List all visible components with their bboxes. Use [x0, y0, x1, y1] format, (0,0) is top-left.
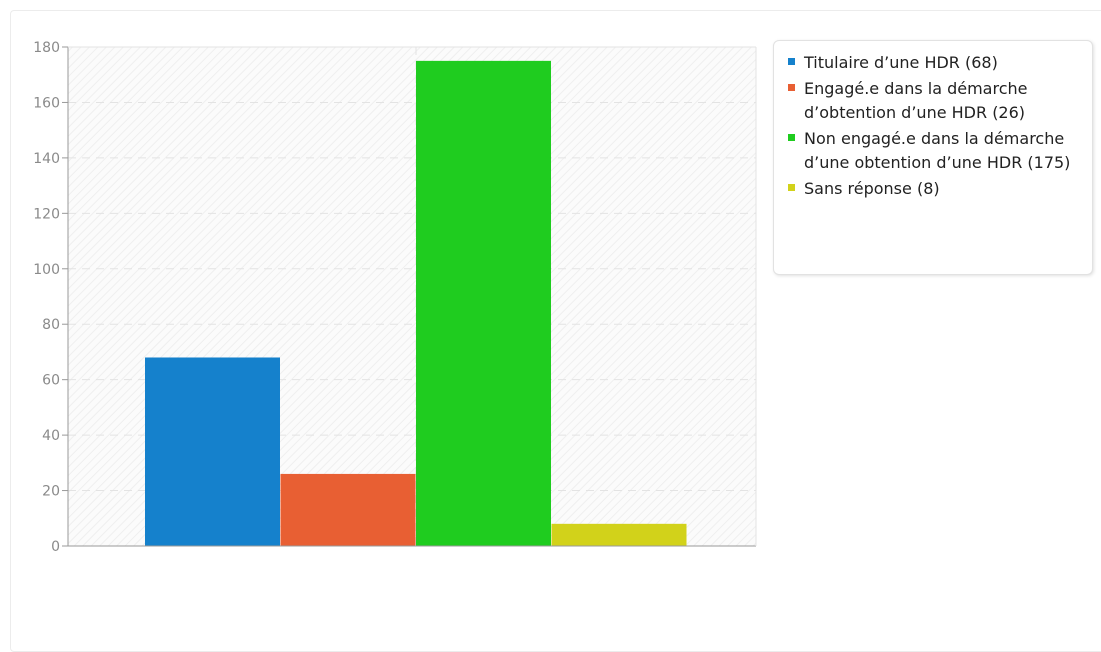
legend-item-sans-reponse[interactable]: Sans réponse (8) — [786, 177, 1084, 201]
y-tick-label: 60 — [42, 373, 60, 389]
axes — [67, 46, 757, 547]
y-tick-label: 20 — [42, 484, 60, 500]
bar[interactable] — [416, 60, 551, 546]
y-tick-label: 100 — [33, 262, 60, 278]
y-tick-label: 160 — [33, 95, 60, 111]
y-tick-label: 180 — [33, 40, 60, 56]
legend-swatch-icon — [788, 134, 795, 141]
legend-item-non-engage[interactable]: Non engagé.e dans la démarche d’une obte… — [786, 127, 1084, 175]
bar[interactable] — [551, 523, 687, 546]
y-tick-label: 0 — [51, 539, 60, 555]
y-tick-label: 120 — [33, 206, 60, 222]
legend-swatch-icon — [788, 58, 795, 65]
bar[interactable] — [145, 357, 280, 546]
legend-swatch-icon — [788, 184, 795, 191]
bar[interactable] — [280, 473, 416, 546]
y-tick-label: 140 — [33, 151, 60, 167]
legend-item-engage[interactable]: Engagé.e dans la démarche d’obtention d’… — [786, 77, 1084, 125]
y-tick-label: 80 — [42, 317, 60, 333]
bars — [145, 60, 687, 546]
y-tick-label: 40 — [42, 428, 60, 444]
legend: Titulaire d’une HDR (68) Engagé.e dans l… — [773, 40, 1093, 275]
bar-chart: 0 20 40 60 80 100 120 140 160 180 — [33, 40, 757, 555]
legend-item-titulaire[interactable]: Titulaire d’une HDR (68) — [786, 51, 1084, 75]
legend-swatch-icon — [788, 84, 795, 91]
legend-label: Engagé.e dans la démarche d’obtention d’… — [804, 79, 1028, 122]
legend-label: Sans réponse (8) — [804, 179, 940, 198]
legend-label: Non engagé.e dans la démarche d’une obte… — [804, 129, 1071, 172]
legend-label: Titulaire d’une HDR (68) — [804, 53, 998, 72]
y-tick-labels: 0 20 40 60 80 100 120 140 160 180 — [33, 40, 68, 555]
